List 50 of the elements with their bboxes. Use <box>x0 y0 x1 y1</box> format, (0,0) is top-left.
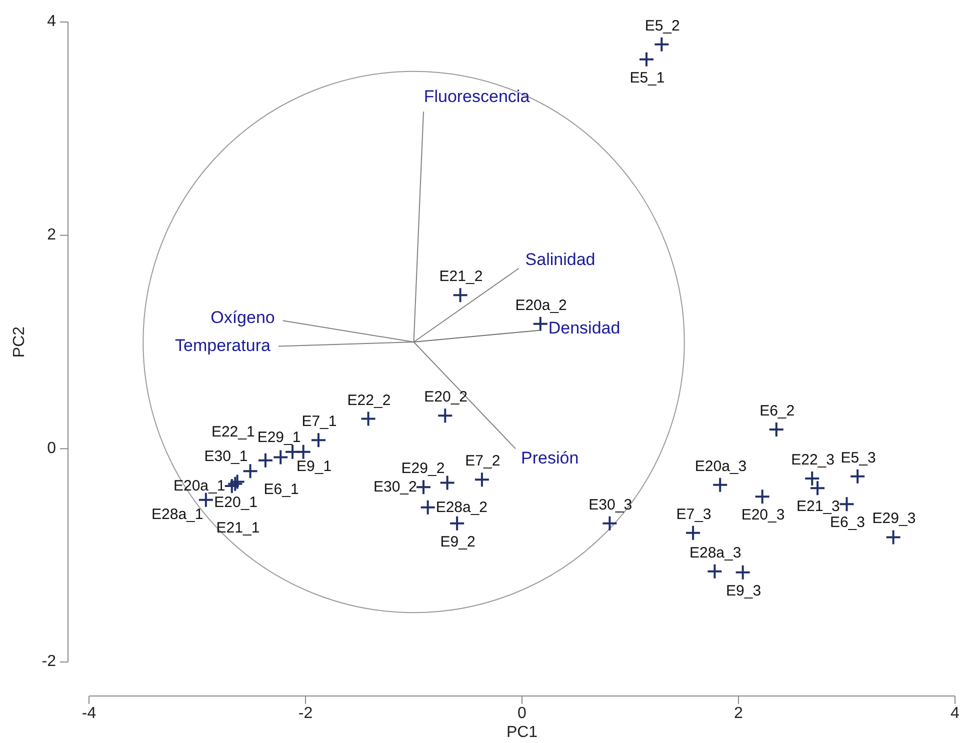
annotation: E22_2 <box>347 392 391 409</box>
series-label: Oxígeno <box>210 308 275 327</box>
y-axis-title: PC2 <box>11 326 28 358</box>
series-label: Salinidad <box>525 250 596 269</box>
annotation: E22_1 <box>211 423 255 440</box>
y-tick-label: 4 <box>47 13 56 30</box>
annotation: E28a_2 <box>436 498 488 516</box>
annotation: E7_3 <box>676 506 712 523</box>
series-label: Presión <box>521 448 579 468</box>
annotation: E5_2 <box>644 17 680 34</box>
annotation: E6_1 <box>264 481 299 498</box>
annotation: E6_2 <box>760 402 795 420</box>
series-label: Temperatura <box>175 336 271 356</box>
annotation: E30_1 <box>204 448 248 466</box>
annotation: E5_3 <box>840 449 876 466</box>
series-label: Fluorescencia <box>424 87 530 106</box>
x-tick-label: 0 <box>518 705 527 722</box>
annotation: E7_2 <box>465 452 500 470</box>
annotation: E30_2 <box>373 478 417 496</box>
annotation: E9_3 <box>726 582 762 600</box>
annotation: E29_1 <box>257 428 301 446</box>
annotation: E20a_3 <box>694 458 747 475</box>
series-label: Densidad <box>548 318 620 338</box>
annotation: E21_1 <box>216 520 260 537</box>
annotation: E20a_2 <box>515 296 567 314</box>
annotation: E9_2 <box>440 533 476 550</box>
annotation: E7_1 <box>302 413 337 430</box>
x-axis-title: PC1 <box>506 724 538 741</box>
annotation: E20_3 <box>741 506 785 524</box>
annotation: E21_2 <box>439 268 483 286</box>
y-tick-label: 2 <box>47 226 56 244</box>
annotation: E29_2 <box>401 460 445 477</box>
y-tick-label: 0 <box>47 440 56 457</box>
x-tick-label: 4 <box>950 705 960 722</box>
annotation: E22_3 <box>791 452 834 469</box>
annotation: E30_3 <box>588 496 632 514</box>
x-tick-label: -4 <box>82 705 96 722</box>
annotation: E20_2 <box>424 388 468 406</box>
annotation: E28a_3 <box>689 544 742 562</box>
annotation: E20_1 <box>214 494 258 511</box>
annotation: E29_3 <box>872 510 916 528</box>
annotation: E5_1 <box>630 69 665 86</box>
annotation: E28a_1 <box>152 506 204 523</box>
annotation: E21_3 <box>796 498 840 516</box>
annotation: E6_3 <box>830 514 865 532</box>
annotation: E9_1 <box>296 458 332 475</box>
y-tick-label: -2 <box>42 653 56 670</box>
x-tick-label: -2 <box>298 705 313 722</box>
annotation: E20a_1 <box>173 478 226 494</box>
x-tick-label: 2 <box>734 705 744 722</box>
